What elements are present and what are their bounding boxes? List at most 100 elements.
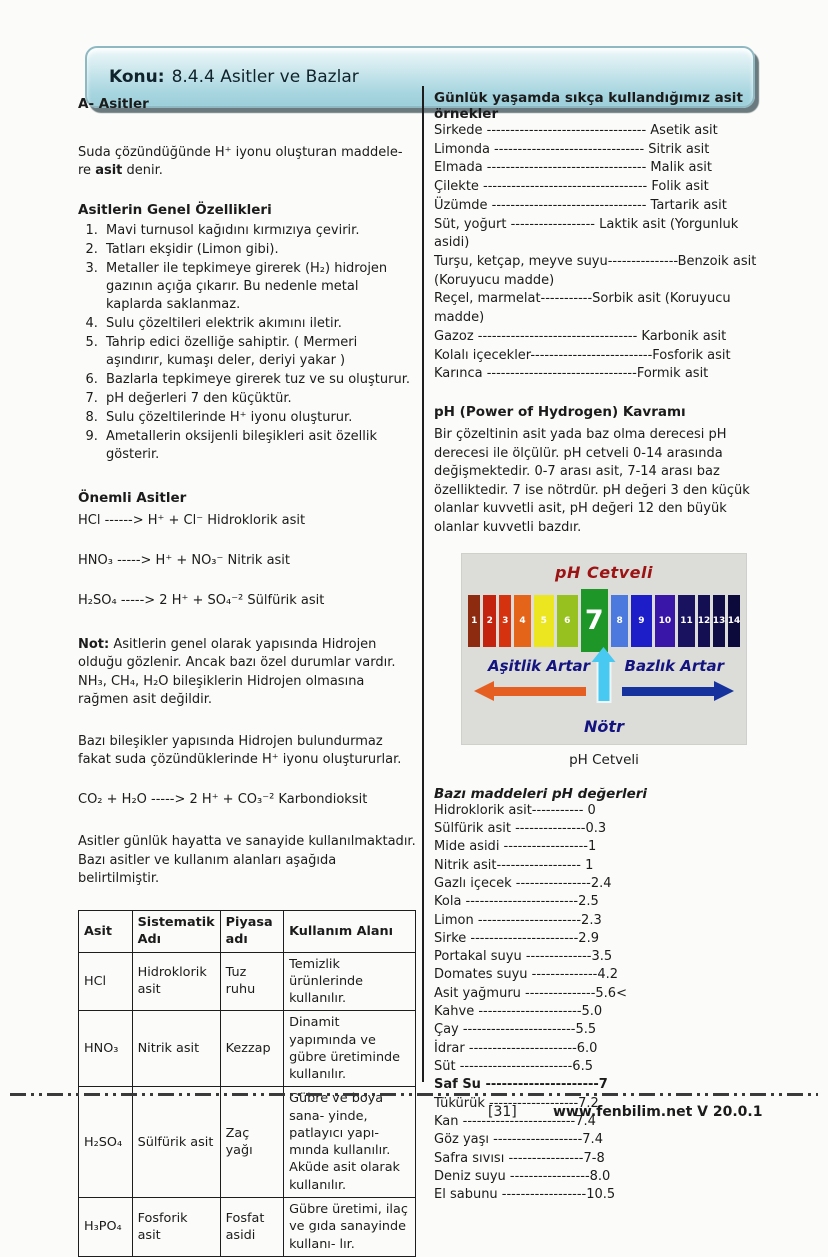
cell-formula: H₂SO₄ [78,1086,133,1198]
ph-bar-2: 2 [483,594,496,647]
cell-market: Kezzap [219,1010,285,1088]
acid-example: Sirkede --------------------------------… [434,123,718,138]
topic-title: 8.4.4 Asitler ve Bazlar [171,67,359,87]
acids-table: Asit Sistematik Adı Piyasa adı Kullanım … [78,910,416,1257]
definition-line1: Suda çözündüğünde H⁺ iyonu oluşturan mad… [78,145,403,160]
ph-bar-11: 11 [678,594,696,647]
ph-value-item: Portakal suyu --------------3.5 [434,949,613,965]
section-a-title: A- Asitler [78,96,149,112]
ph-bar-14: 14 [728,594,740,647]
ph-bar-9: 9 [631,594,652,647]
acid-example: Limonda --------------------------------… [434,141,710,157]
ph-bar-12: 12 [698,594,710,647]
cell-usage: Gübre üretimi, ilaç ve gıda sanayinde ku… [283,1196,416,1257]
ph-value-item-pure-water: Saf Su ---------------------7 [434,1077,608,1093]
ph-concept-paragraph: Bir çözeltinin asit yada baz olma derece… [434,427,750,535]
ph-value-item: Mide asidi ------------------1 [434,839,597,855]
table-header-asit: Asit [78,910,133,953]
usage-paragraph: Asitler günlük hayatta ve sanayide kulla… [78,834,416,886]
ph-scale-arrows: Aşitlik Artar Bazlık Artar [468,646,740,717]
ph-value-item: Göz yaşı -------------------7.4 [434,1132,603,1148]
note-line2: NH₃, CH₄, H₂O bileşiklerin Hidrojen olma… [78,673,365,707]
acid-example: Kolalı içecekler------------------------… [434,347,731,363]
ph-value-item: Gazlı içecek ----------------2.4 [434,875,612,891]
ph-bar-6: 6 [557,594,578,647]
cell-systematic: Nitrik asit [131,1010,221,1088]
definition-bold-word: asit [95,163,123,179]
ph-scale-bars: 1 2 3 4 5 6 7 8 9 10 11 12 13 14 [468,587,740,655]
ph-value-item: Sülfürik asit ---------------0.3 [434,820,607,836]
ph-scale-caption: pH Cetveli [569,751,639,768]
ph-values-title: Bazı maddeleri pH değerleri [434,785,648,802]
daily-acids-title: Günlük yaşamda sıkça kullandığımız asit … [434,90,743,122]
ph-bar-13: 13 [713,594,725,647]
cell-formula: HCl [78,951,133,1012]
property-item: pH değerleri 7 den küçüktür. [102,390,417,408]
ph-value-item: Kahve ----------------------5.0 [434,1004,603,1020]
table-header-kullanim: Kullanım Alanı [283,910,416,953]
neutral-label: Nötr [584,716,624,736]
ph-value-item: İdrar -----------------------6.0 [434,1040,598,1056]
table-row: H₃PO₄ Fosforik asit Fosfat asidi Gübre ü… [78,1196,416,1257]
acid-example: Süt, yoğurt ------------------ Laktik as… [434,216,739,251]
cell-usage: Temizlik ürünlerinde kullanılır. [283,951,416,1012]
cell-market: Tuz ruhu [219,951,285,1012]
important-acids-title: Önemli Asitler [78,489,187,506]
ph-scale-title: pH Cetveli [555,562,653,582]
ph-value-item: Sirke -----------------------2.9 [434,930,599,946]
ph-value-item: El sabunu ------------------10.5 [434,1187,616,1203]
table-header-piyasa: Piyasa adı [219,910,285,953]
acid-example: Turşu, ketçap, meyve suyu---------------… [434,254,757,288]
property-item: Sulu çözeltileri elektrik akımını iletir… [102,315,417,333]
acid-example: Elmada ---------------------------------… [434,160,712,176]
note-label: Not: [78,637,110,653]
definition-line2-post: denir. [122,163,163,179]
ph-value-item: Kan ------------------------7.4 [434,1114,596,1130]
ph-bar-1: 1 [468,594,481,647]
topic-label: Konu: [109,67,165,87]
cell-systematic: Fosforik asit [131,1196,221,1257]
ph-value-item: Asit yağmuru ---------------5.6< [434,985,627,1001]
acid-example: Reçel, marmelat-----------Sorbik asit (K… [434,291,731,326]
ph-value-item: Hidroklorik asit----------- 0 [434,802,596,818]
ph-value-item: Tükürük -------------------7.2 [434,1095,599,1111]
acid-example: Karınca --------------------------------… [434,366,709,382]
property-item: Sulu çözeltilerinde H⁺ iyonu oluşturur. [102,409,417,427]
basicity-increases-label: Bazlık Artar [624,656,724,675]
table-header-row: Asit Sistematik Adı Piyasa adı Kullanım … [78,910,416,953]
acid-example: Gazoz ----------------------------------… [434,328,727,344]
ph-bar-5: 5 [533,594,554,647]
neutral-arrow [591,646,616,701]
ph-value-item: Süt ------------------------6.5 [434,1059,593,1075]
ph-values-list: Hidroklorik asit----------- 0 Sülfürik a… [434,802,766,1205]
left-column: A- Asitler Suda çözündüğünde H⁺ iyonu ol… [78,86,417,1257]
basicity-arrow [622,680,734,701]
ph-bar-7: 7 [580,589,609,653]
ph-value-item: Domates suyu --------------4.2 [434,967,619,983]
ph-value-item: Limon ----------------------2.3 [434,912,602,928]
topic-header-bar: Konu: 8.4.4 Asitler ve Bazlar [85,46,755,108]
property-item: Tahrip edici özelliğe sahiptir. ( Mermer… [102,334,417,370]
property-item: Ametallerin oksijenli bileşikleri asit ö… [102,428,417,464]
table-row: HNO₃ Nitrik asit Kezzap Dinamit yapımınd… [78,1010,416,1088]
table-row: H₂SO₄ Sülfürik asit Zaç yağı Gübre ve bo… [78,1086,416,1198]
note-text: Asitlerin genel olarak yapısında Hidroje… [78,637,396,671]
cell-usage: Dinamit yapımında ve gübre üretiminde ku… [283,1010,416,1088]
column-divider [422,86,424,1082]
cell-formula: H₃PO₄ [78,1196,133,1257]
cell-systematic: Hidroklorik asit [131,951,221,1012]
right-column: Günlük yaşamda sıkça kullandığımız asit … [434,86,766,1205]
hydrogen-free-paragraph: Bazı bileşikler yapısında Hidrojen bulun… [78,733,402,768]
ph-concept-title: pH (Power of Hydrogen) Kavramı [434,404,686,421]
equation-co2: CO₂ + H₂O -----> 2 H⁺ + CO₃⁻² Karbondiok… [78,792,368,808]
property-item: Tatları ekşidir (Limon gibi). [102,241,417,259]
properties-title: Asitlerin Genel Özellikleri [78,202,272,219]
ph-value-item: Çay ------------------------5.5 [434,1022,597,1038]
ph-bar-8: 8 [611,594,629,647]
definition-line2-pre: re [78,163,96,179]
ph-bar-4: 4 [514,594,531,647]
table-row: HCl Hidroklorik asit Tuz ruhu Temizlik ü… [78,951,416,1012]
acid-definition: Suda çözündüğünde H⁺ iyonu oluşturan mad… [78,144,417,180]
ph-scale-figure: pH Cetveli 1 2 3 4 5 6 7 8 9 10 11 12 13… [462,553,746,744]
footer-divider-line [10,1093,818,1096]
